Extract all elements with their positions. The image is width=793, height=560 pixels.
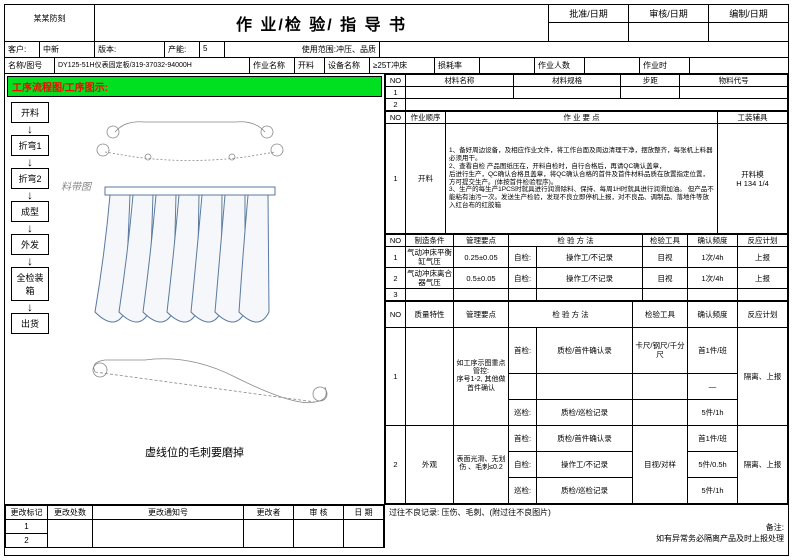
flow-arrow-icon: ↓ bbox=[11, 125, 49, 133]
diagram-caption: 虚线位的毛刺要磨掉 bbox=[145, 444, 244, 460]
flow-step: 全检装箱 bbox=[11, 267, 49, 301]
flow-arrow-icon: ↓ bbox=[11, 303, 49, 311]
sheet: 某某防刻 作 业/检 验/ 指 导 书 批准/日期 审核/日期 编制/日期 客户… bbox=[4, 4, 789, 556]
footer: 更改标记更改处数更改通知号更改者审 核日 期 1 2 过往不良记录: 压伤、毛刺… bbox=[5, 504, 788, 548]
approval-header: 编制/日期 bbox=[709, 5, 788, 23]
footer-notes: 过往不良记录: 压伤、毛刺、(附过往不良图片) 备注: 如有异常务必隔离产品及时… bbox=[385, 505, 788, 548]
diagram-area: 料带图 虚线位的毛刺要磨掉 bbox=[55, 102, 380, 500]
flow-step: 出货 bbox=[11, 313, 49, 334]
flow-arrow-icon: ↓ bbox=[11, 257, 49, 265]
left-pane: 工序流程图/工序图示: 开料 ↓ 折弯1 ↓ 折弯2 ↓ 成型 ↓ 外发 ↓ 全检装箱 ↓ 出货 料带图… bbox=[5, 74, 385, 504]
flow-arrow-icon: ↓ bbox=[11, 191, 49, 199]
right-pane: NO材料名称材料规格步距物料代号 1 2 NO作业顺序作 业 要 点工装辅具 1… bbox=[385, 74, 788, 504]
info-row-1: 客户: 中新 版本: 产能: 5 使用范围:冲压、品质 bbox=[5, 42, 788, 58]
section-header: 工序流程图/工序图示: bbox=[7, 76, 382, 97]
revision-table: 更改标记更改处数更改通知号更改者审 核日 期 1 2 bbox=[5, 505, 384, 548]
flow-arrow-icon: ↓ bbox=[11, 224, 49, 232]
condition-table: NO制造条件管理要点检 验 方 法检验工具确认频度反应计划 1气动冲床平衡缸气压… bbox=[385, 234, 788, 301]
diagram-label: 料带图 bbox=[61, 178, 91, 193]
approval-header: 批准/日期 bbox=[549, 5, 628, 23]
material-table: NO材料名称材料规格步距物料代号 1 2 bbox=[385, 74, 788, 111]
flow-step: 成型 bbox=[11, 201, 49, 222]
header-row: 某某防刻 作 业/检 验/ 指 导 书 批准/日期 审核/日期 编制/日期 bbox=[5, 5, 788, 42]
flow-step: 开料 bbox=[11, 102, 49, 123]
quality-table: NO质量特性管理要点检 验 方 法检验工具确认频度反应计划 1如工序示图重点管控… bbox=[385, 301, 788, 504]
flow-arrow-icon: ↓ bbox=[11, 158, 49, 166]
flow-step: 折弯1 bbox=[11, 135, 49, 156]
main-area: 工序流程图/工序图示: 开料 ↓ 折弯1 ↓ 折弯2 ↓ 成型 ↓ 外发 ↓ 全检装箱 ↓ 出货 料带图… bbox=[5, 74, 788, 504]
part-diagram bbox=[55, 102, 375, 462]
operation-table: NO作业顺序作 业 要 点工装辅具 1开料1、备好周边设备，及相应作业文件，将工… bbox=[385, 111, 788, 234]
doc-title: 作 业/检 验/ 指 导 书 bbox=[95, 5, 548, 41]
approval-header: 审核/日期 bbox=[629, 5, 708, 23]
approval-boxes: 批准/日期 审核/日期 编制/日期 bbox=[548, 5, 788, 41]
logo: 某某防刻 bbox=[5, 5, 95, 41]
flow-step: 外发 bbox=[11, 234, 49, 255]
info-row-2: 名称/图号 DY125-51H仪表固定板/319-37032-94000H 作业… bbox=[5, 58, 788, 74]
flow-column: 开料 ↓ 折弯1 ↓ 折弯2 ↓ 成型 ↓ 外发 ↓ 全检装箱 ↓ 出货 bbox=[11, 102, 49, 336]
flow-step: 折弯2 bbox=[11, 168, 49, 189]
